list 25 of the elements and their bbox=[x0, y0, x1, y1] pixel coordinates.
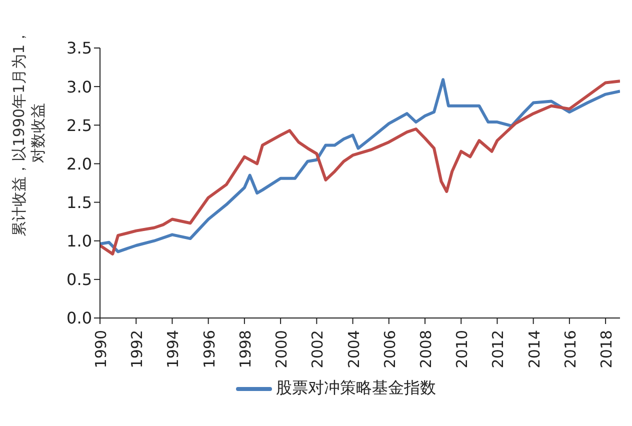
x-tick-label: 1996 bbox=[200, 330, 218, 368]
x-tick-label: 1994 bbox=[164, 330, 182, 368]
x-tick-label: 2004 bbox=[344, 330, 363, 368]
y-tick-label: 0.0 bbox=[66, 308, 92, 328]
y-tick-label: 0.5 bbox=[66, 270, 92, 290]
y-axis-title: 累计收益，以1990年1月为1，对数收益 bbox=[10, 28, 48, 238]
x-tick-label: 1990 bbox=[92, 330, 110, 368]
x-tick-label: 2000 bbox=[272, 330, 291, 368]
x-tick-label: 2008 bbox=[417, 330, 435, 368]
x-tick-label: 2012 bbox=[489, 330, 508, 368]
y-tick-label: 1.0 bbox=[66, 232, 92, 251]
y-tick-label: 1.5 bbox=[66, 192, 92, 212]
y-tick-label: 3.0 bbox=[66, 77, 92, 96]
x-tick-label: 1992 bbox=[128, 330, 146, 368]
x-tick-label: 2006 bbox=[380, 330, 399, 368]
x-tick-label: 2014 bbox=[525, 330, 544, 368]
y-tick-label: 3.5 bbox=[66, 38, 92, 58]
y-tick-label: 2.0 bbox=[66, 154, 92, 174]
x-tick-label: 1998 bbox=[236, 330, 254, 368]
x-tick-label: 2016 bbox=[561, 330, 580, 368]
legend-label: 股票对冲策略基金指数 bbox=[276, 378, 436, 399]
x-tick-label: 2018 bbox=[598, 330, 616, 368]
x-tick-label: 2002 bbox=[308, 330, 327, 368]
y-tick-label: 2.5 bbox=[66, 116, 92, 135]
x-tick-label: 2010 bbox=[453, 330, 472, 368]
